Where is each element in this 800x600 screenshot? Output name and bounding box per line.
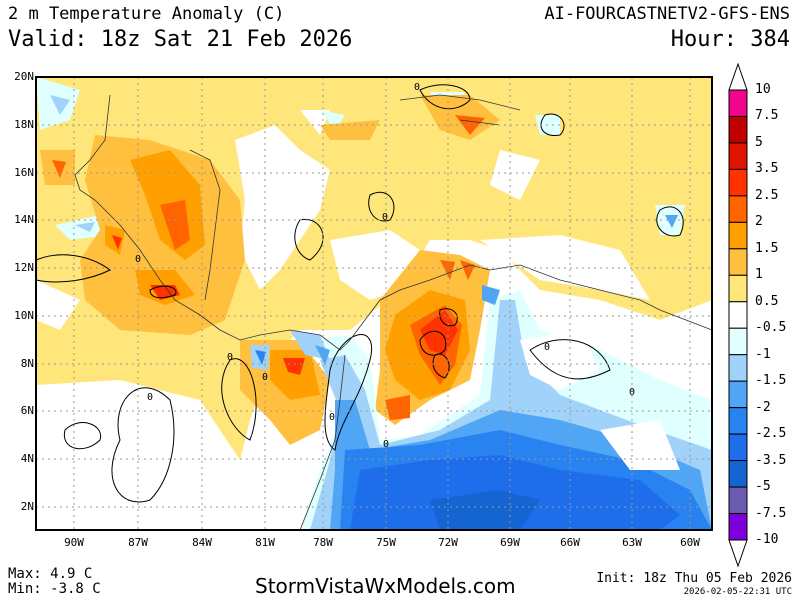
colorbar: [728, 62, 748, 568]
colorbar-swatch: [728, 513, 748, 541]
lon-label: 72W: [438, 536, 458, 549]
lat-label: 14N: [14, 213, 34, 226]
colorbar-top-arrow: [728, 62, 748, 91]
colorbar-swatch: [728, 486, 748, 515]
contour-label: 0: [629, 387, 635, 398]
colorbar-bottom-arrow: [728, 539, 748, 568]
model-name: AI-FOURCASTNETV2-GFS-ENS: [544, 4, 790, 24]
colorbar-label: 5: [755, 134, 763, 150]
lon-label: 84W: [192, 536, 212, 549]
map-frame: [35, 76, 713, 531]
colorbar-swatch: [728, 301, 748, 329]
max-value: Max: 4.9 C: [8, 566, 93, 582]
lat-label: 12N: [14, 261, 34, 274]
forecast-hour: Hour: 384: [670, 27, 790, 52]
lon-label: 81W: [255, 536, 275, 549]
zero-contours: [35, 84, 684, 503]
graticule: [36, 77, 712, 530]
coastlines: [74, 94, 713, 531]
colorbar-label: -2.5: [755, 426, 787, 442]
colorbar-label: 10: [755, 82, 771, 97]
contour-label: 0: [383, 439, 389, 450]
contour-label: 0: [382, 212, 388, 223]
contour-label: 0: [135, 254, 141, 265]
colorbar-swatch: [728, 407, 748, 435]
colorbar-swatch: [728, 327, 748, 356]
colorbar-swatch: [728, 354, 748, 382]
lat-label: 8N: [20, 357, 34, 370]
lon-label: 90W: [64, 536, 84, 549]
lat-label: 18N: [14, 118, 34, 131]
min-value: Min: -3.8 C: [8, 581, 101, 597]
contour-label: 0: [329, 412, 335, 423]
colorbar-label: 3.5: [755, 161, 779, 177]
site-watermark[interactable]: StormVistaWxModels.com: [255, 574, 516, 598]
colorbar-label: -1.5: [755, 373, 787, 389]
contour-label: 0: [262, 372, 268, 383]
colorbar-label: -1: [755, 346, 771, 362]
map-title: 2 m Temperature Anomaly (C): [8, 4, 285, 24]
valid-time: Valid: 18z Sat 21 Feb 2026: [8, 27, 353, 52]
colorbar-swatch: [728, 195, 748, 223]
lon-label: 75W: [376, 536, 396, 549]
contour-label: 0: [414, 82, 420, 93]
generated-timestamp: 2026-02-05-22:31 UTC: [683, 587, 792, 597]
lat-label: 4N: [20, 452, 34, 465]
contour-label: 0: [147, 392, 153, 403]
lon-label: 66W: [560, 536, 580, 549]
colorbar-label: -2: [755, 399, 771, 415]
colorbar-swatch: [728, 460, 748, 488]
colorbar-swatch: [728, 380, 748, 409]
colorbar-label: 0.5: [755, 293, 779, 309]
lon-label: 69W: [500, 536, 520, 549]
lon-label: 87W: [128, 536, 148, 549]
colorbar-label: -7.5: [755, 505, 787, 521]
lat-label: 2N: [20, 500, 34, 513]
init-time: Init: 18z Thu 05 Feb 2026: [596, 571, 792, 586]
lat-label: 20N: [14, 70, 34, 83]
lat-label: 10N: [14, 309, 34, 322]
colorbar-swatch: [728, 221, 748, 250]
colorbar-swatch: [728, 142, 748, 170]
anomaly-field: [36, 77, 712, 530]
colorbar-label: -10: [755, 532, 779, 547]
colorbar-swatch: [728, 433, 748, 462]
contour-label: 0: [227, 352, 233, 363]
colorbar-label: 2.5: [755, 187, 779, 203]
colorbar-swatch: [728, 168, 748, 197]
contour-label: 0: [544, 342, 550, 353]
lat-label: 6N: [20, 404, 34, 417]
lon-label: 78W: [313, 536, 333, 549]
colorbar-label: -5: [755, 479, 771, 495]
lon-label: 63W: [622, 536, 642, 549]
colorbar-swatch: [728, 274, 748, 303]
colorbar-label: -0.5: [755, 320, 787, 336]
colorbar-swatch: [728, 248, 748, 276]
lat-label: 16N: [14, 166, 34, 179]
colorbar-swatch: [728, 89, 748, 117]
colorbar-label: -3.5: [755, 452, 787, 468]
colorbar-label: 1.5: [755, 240, 779, 256]
colorbar-label: 1: [755, 267, 763, 283]
lon-label: 60W: [680, 536, 700, 549]
colorbar-label: 2: [755, 214, 763, 230]
colorbar-swatch: [728, 115, 748, 144]
colorbar-label: 7.5: [755, 108, 779, 124]
